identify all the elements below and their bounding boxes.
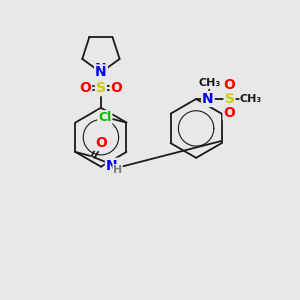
Text: H: H [113,165,122,175]
Text: O: O [111,81,123,95]
Text: O: O [224,106,236,120]
Text: O: O [79,81,91,95]
Text: N: N [106,159,118,173]
Text: CH₃: CH₃ [240,94,262,104]
Text: N: N [95,61,107,76]
Text: Cl: Cl [98,111,112,124]
Text: CH₃: CH₃ [199,78,221,88]
Text: N: N [202,92,214,106]
Text: S: S [224,92,235,106]
Text: N: N [95,65,107,80]
Text: O: O [95,136,107,150]
Text: S: S [96,81,106,95]
Text: O: O [224,78,236,92]
